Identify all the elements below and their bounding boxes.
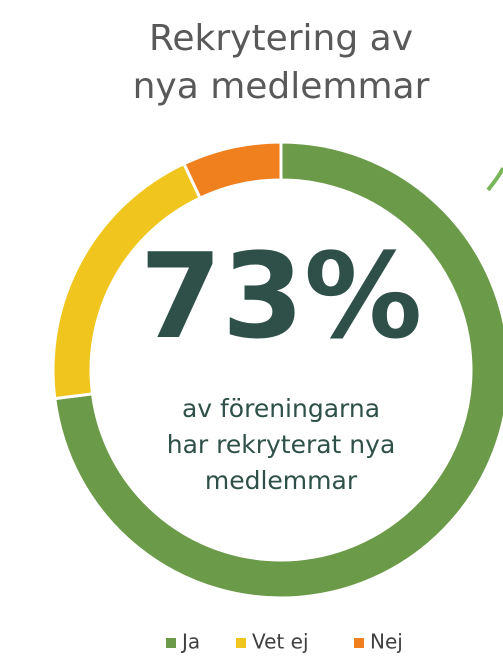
- chart-title: Rekrytering av: [149, 18, 413, 59]
- legend-label: Vet ej: [252, 630, 309, 654]
- legend-label: Ja: [180, 630, 200, 654]
- center-text: har rekryterat nya: [167, 430, 396, 459]
- slice: [53, 140, 503, 600]
- center-text: medlemmar: [205, 466, 358, 495]
- center-text: av föreningarna: [182, 394, 380, 423]
- legend-swatch: [354, 638, 364, 648]
- slice: [181, 140, 283, 201]
- chart-title: nya medlemmar: [133, 66, 430, 107]
- center-value: 73%: [140, 227, 422, 365]
- legend-swatch: [236, 638, 246, 648]
- legend-label: Nej: [370, 630, 403, 654]
- decorative-arc: [486, 167, 503, 192]
- legend-swatch: [166, 638, 176, 648]
